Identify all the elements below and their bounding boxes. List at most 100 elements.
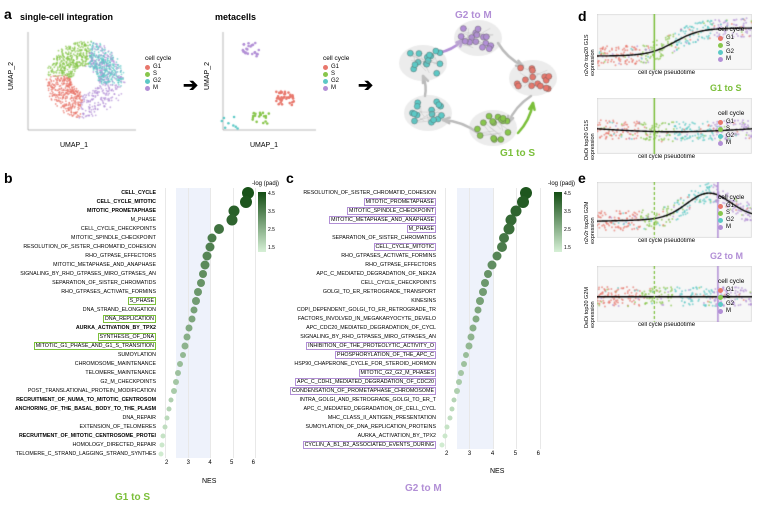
gsea-row: APC_C_MEDIATED_DEGRADATION_OF_NEK2A <box>290 269 555 278</box>
umap-metacell <box>215 28 320 138</box>
gsea-row: RHO_GTPASE_EFFECTORS <box>10 251 260 260</box>
arrow-sc-to-mc: ➔ <box>183 75 198 96</box>
gsea-row: RHO_GTPASES_ACTIVATE_FORMINS <box>290 251 555 260</box>
legend-d1: cell cycle G1 S G2 M <box>718 26 744 63</box>
legend-mc: cell cycle G1 S G2 M <box>323 55 349 92</box>
gsea-row: PHOSPHORYLATION_OF_THE_APC_C <box>290 350 555 359</box>
gsea-row: INHIBITION_OF_THE_PROTEOLYTIC_ACTIVITY_O <box>290 341 555 350</box>
gsea-row: MITOTIC_SPINDLE_CHECKPOINT <box>10 233 260 242</box>
gsea-row: M_PHASE <box>10 215 260 224</box>
gsea-c-xlabel: NES <box>490 468 504 475</box>
gsea-b-plot: CELL_CYCLECELL_CYCLE_MITOTICMITOTIC_PROM… <box>10 188 260 458</box>
legend-e1: cell cycle G1 S G2 M <box>718 194 744 231</box>
gsea-row: MITOTIC_METAPHASE_AND_ANAPHASE <box>10 260 260 269</box>
pseudo-d1-xlabel: cell cycle pseudotime <box>638 70 695 76</box>
gsea-row: SUMOYLATION_OF_DNA_REPLICATION_PROTEINS <box>290 422 555 431</box>
arrow-mc-to-meta: ➔ <box>358 75 373 96</box>
gsea-row: MHC_CLASS_II_ANTIGEN_PRESENTATION <box>290 413 555 422</box>
gsea-row: RHO_GTPASE_EFFECTORS <box>290 260 555 269</box>
gsea-row: AURKA_ACTIVATION_BY_TPX2 <box>10 323 260 332</box>
umap-singlecell <box>20 28 140 138</box>
gsea-row: MITOTIC_METAPHASE_AND_ANAPHASE <box>290 215 555 224</box>
metacell-diagram <box>383 8 563 158</box>
gsea-row: KINESINS <box>290 296 555 305</box>
pseudo-d1-ylabel: n2v2r top20 G1S expression <box>584 20 596 76</box>
pseudo-e2-xlabel: cell cycle pseudotime <box>638 322 695 328</box>
gsea-row: RESOLUTION_OF_SISTER_CHROMATID_COHESION <box>290 188 555 197</box>
gsea-row: SEPARATION_OF_SISTER_CHROMATIDS <box>10 278 260 287</box>
gsea-row: MITOTIC_PROMETAPHASE <box>10 206 260 215</box>
gsea-row: CHROMOSOME_MAINTENANCE <box>10 359 260 368</box>
gsea-row: CONDENSATION_OF_PROMETAPHASE_CHROMOSOME <box>290 386 555 395</box>
gsea-row: TELOMERE_C_STRAND_LAGGING_STRAND_SYNTHES <box>10 449 260 458</box>
gsea-row: DNA_REPAIR <box>10 413 260 422</box>
pseudo-d-title: G1 to S <box>710 83 742 93</box>
gsea-c-title: G2 to M <box>405 483 442 494</box>
gsea-row: INTRA_GOLGI_AND_RETROGRADE_GOLGI_TO_ER_T <box>290 395 555 404</box>
pseudo-e2-ylabel: DeDi top20 G2M expression <box>584 270 596 328</box>
gsea-c-colorbar: 4.53.52.51.5 <box>554 192 562 252</box>
gsea-row: CELL_CYCLE_CHECKPOINTS <box>290 278 555 287</box>
gsea-row: SUMOYLATION <box>10 350 260 359</box>
gsea-row: CELL_CYCLE_MITOTIC <box>10 197 260 206</box>
legend-d2: cell cycle G1 S G2 M <box>718 110 744 147</box>
gsea-row: GOLGI_TO_ER_RETROGRADE_TRANSPORT <box>290 287 555 296</box>
gsea-c-plot: RESOLUTION_OF_SISTER_CHROMATID_COHESION M… <box>290 188 555 449</box>
gsea-row: MITOTIC_SPINDLE_CHECKPOINT <box>290 206 555 215</box>
gsea-row: TELOMERE_MAINTENANCE <box>10 368 260 377</box>
sc-title: single-cell integration <box>20 12 113 22</box>
panel-c-label: c <box>286 170 294 186</box>
gsea-b-cbar-label: -log (padj) <box>252 181 279 187</box>
legend-mc-title: cell cycle <box>323 55 349 62</box>
pseudo-d2-ylabel: DeDi top20 G1S expression <box>584 104 596 160</box>
pseudo-e-title: G2 to M <box>710 251 743 261</box>
legend-sc: cell cycle G1 S G2 M <box>145 55 171 92</box>
g1s-arrow-label: G1 to S <box>500 148 535 159</box>
gsea-row: FACTORS_INVOLVED_IN_MEGAKARYOCYTE_DEVELO <box>290 314 555 323</box>
gsea-row: RESOLUTION_OF_SISTER_CHROMATID_COHESION <box>10 242 260 251</box>
gsea-row: CELL_CYCLE_CHECKPOINTS <box>10 224 260 233</box>
gsea-row: APC_C_CDH1_MEDIATED_DEGRADATION_OF_CDC20 <box>290 377 555 386</box>
gsea-row: DNA_REPLICATION <box>10 314 260 323</box>
gsea-b-xlabel: NES <box>202 478 216 485</box>
gsea-row: CELL_CYCLE <box>10 188 260 197</box>
gsea-row: POST_TRANSLATIONAL_PROTEIN_MODIFICATION <box>10 386 260 395</box>
gsea-row: S_PHASE <box>10 296 260 305</box>
gsea-row: DNA_STRAND_ELONGATION <box>10 305 260 314</box>
gsea-row: APC_CDC20_MEDIATED_DEGRADATION_OF_CYCL <box>290 323 555 332</box>
gsea-row: HOMOLOGY_DIRECTED_REPAIR <box>10 440 260 449</box>
gsea-row: CYCLIN_A_B1_B2_ASSOCIATED_EVENTS_DURING <box>290 440 555 449</box>
umap-sc-ylabel: UMAP_2 <box>8 62 15 90</box>
legend-sc-title: cell cycle <box>145 55 171 62</box>
gsea-row: APC_C_MEDIATED_DEGRADATION_OF_CELL_CYCL <box>290 404 555 413</box>
gsea-row: MITOTIC_G1_PHASE_AND_G1_S_TRANSITION <box>10 341 260 350</box>
panel-b-label: b <box>4 170 13 186</box>
umap-mc-ylabel: UMAP_2 <box>204 62 211 90</box>
legend-e2: cell cycle G1 S G2 M <box>718 278 744 315</box>
gsea-row: SYNTHESIS_OF_DNA <box>10 332 260 341</box>
umap-mc-xlabel: UMAP_1 <box>250 142 278 149</box>
gsea-b-title: G1 to S <box>115 492 150 503</box>
pseudo-e1-xlabel: cell cycle pseudotime <box>638 238 695 244</box>
gsea-row: RECRUITMENT_OF_MITOTIC_CENTROSOME_PROTEI <box>10 431 260 440</box>
gsea-row: COPI_DEPENDENT_GOLGI_TO_ER_RETROGRADE_TR <box>290 305 555 314</box>
pseudo-d2-xlabel: cell cycle pseudotime <box>638 154 695 160</box>
gsea-c-cbar-label: -log (padj) <box>548 181 575 187</box>
gsea-row: EXTENSION_OF_TELOMERES <box>10 422 260 431</box>
gsea-row: SIGNALING_BY_RHO_GTPASES_MIRO_GTPASES_AN <box>290 332 555 341</box>
gsea-row: AURKA_ACTIVATION_BY_TPX2 <box>290 431 555 440</box>
panel-a-label: a <box>4 6 12 22</box>
gsea-row: M_PHASE <box>290 224 555 233</box>
umap-sc-xlabel: UMAP_1 <box>60 142 88 149</box>
g2m-arrow-label: G2 to M <box>455 10 492 21</box>
gsea-row: SEPARATION_OF_SISTER_CHROMATIDS <box>290 233 555 242</box>
mc-title: metacells <box>215 12 256 22</box>
gsea-row: ANCHORING_OF_THE_BASAL_BODY_TO_THE_PLASM <box>10 404 260 413</box>
gsea-row: RHO_GTPASES_ACTIVATE_FORMINS <box>10 287 260 296</box>
gsea-row: MITOTIC_G2_G2_M_PHASES <box>290 368 555 377</box>
gsea-row: SIGNALING_BY_RHO_GTPASES_MIRO_GTPASES_AN <box>10 269 260 278</box>
pseudo-e1-ylabel: n2v2r top20 G2M expression <box>584 186 596 244</box>
gsea-row: RECRUITMENT_OF_NUMA_TO_MITOTIC_CENTROSOM <box>10 395 260 404</box>
gsea-row: CELL_CYCLE_MITOTIC <box>290 242 555 251</box>
gsea-row: G2_M_CHECKPOINTS <box>10 377 260 386</box>
